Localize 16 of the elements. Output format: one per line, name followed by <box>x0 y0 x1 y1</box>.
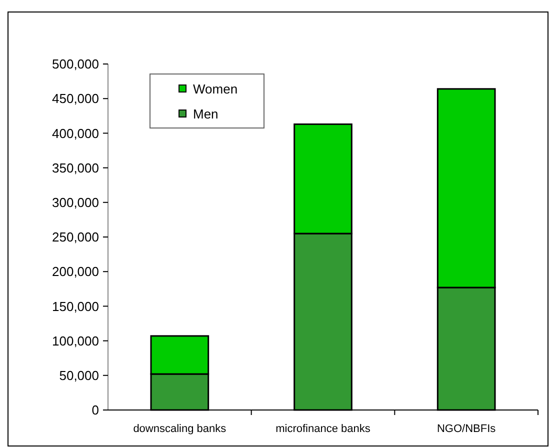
y-tick-label: 350,000 <box>52 160 99 176</box>
y-tick-label: 50,000 <box>59 368 99 383</box>
y-tick-label: 500,000 <box>52 56 99 72</box>
y-tick-label: 450,000 <box>52 91 99 106</box>
x-tick-label: NGO/NBFIs <box>436 423 496 435</box>
y-tick-label: 250,000 <box>52 230 99 245</box>
legend-label: Men <box>193 106 218 122</box>
x-tick-label: microfinance banks <box>276 423 371 435</box>
y-tick-label: 200,000 <box>52 264 99 280</box>
y-tick-label: 100,000 <box>52 333 99 348</box>
x-tick-label: downscaling banks <box>133 423 227 435</box>
y-tick-label: 300,000 <box>52 194 99 210</box>
y-tick-label: 400,000 <box>52 126 99 141</box>
y-tick-label: 150,000 <box>52 298 99 314</box>
y-tick-label: 0 <box>92 402 99 418</box>
legend-label: Women <box>193 82 238 97</box>
